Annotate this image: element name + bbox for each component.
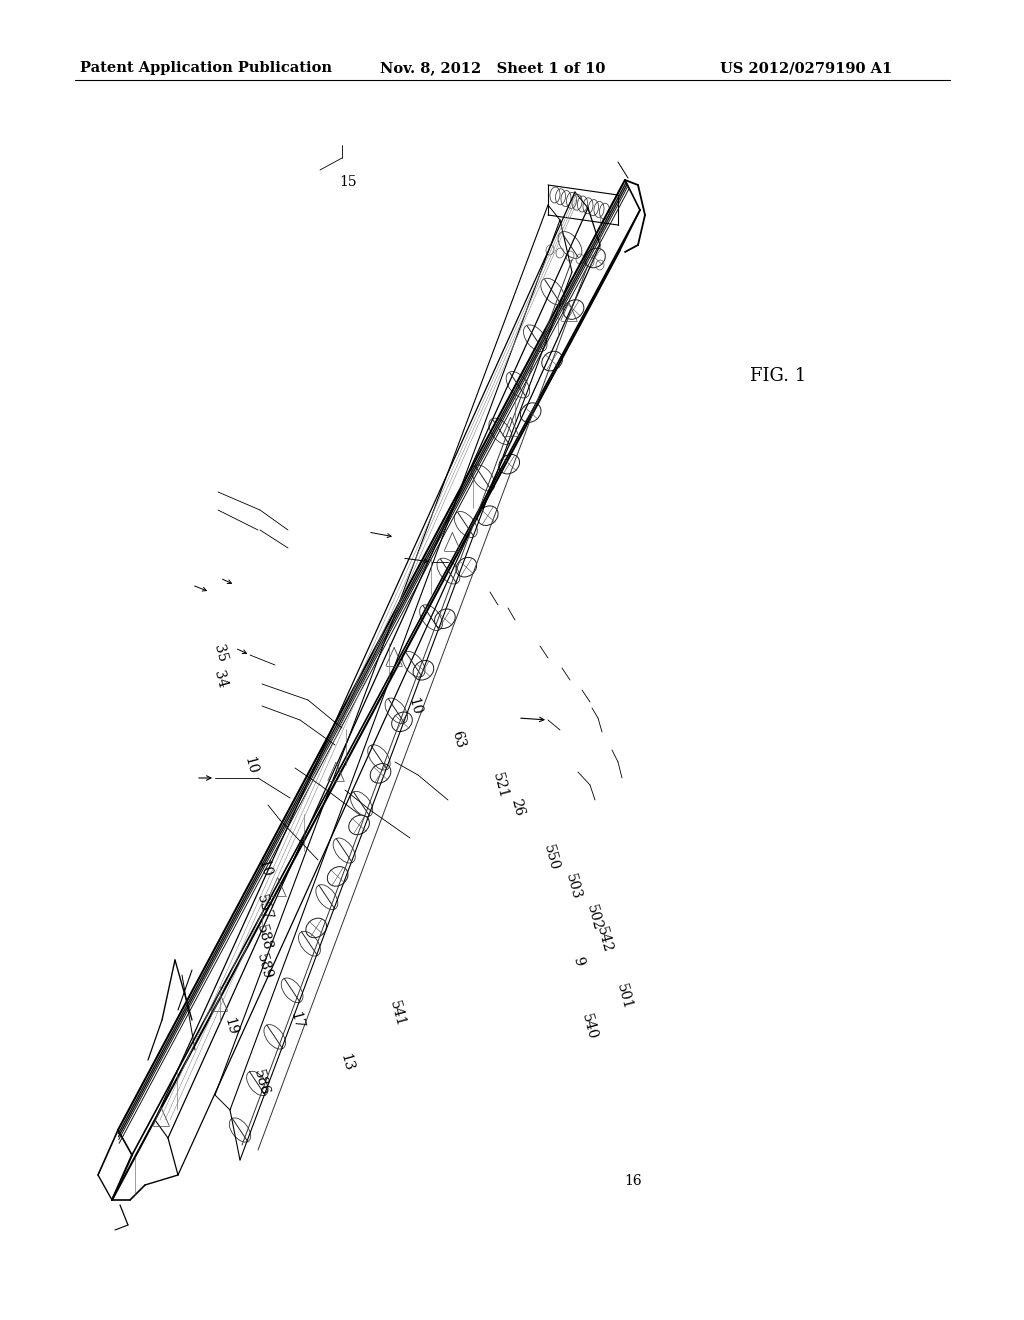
Text: 502: 502 [584,903,604,932]
Text: 550: 550 [541,843,561,873]
Text: Nov. 8, 2012   Sheet 1 of 10: Nov. 8, 2012 Sheet 1 of 10 [380,61,605,75]
Text: 557: 557 [254,894,274,923]
Text: 10: 10 [406,696,424,717]
Text: 588: 588 [254,923,274,952]
Text: 34: 34 [211,669,229,690]
Text: 15: 15 [339,176,357,189]
Text: US 2012/0279190 A1: US 2012/0279190 A1 [720,61,892,75]
Text: 63: 63 [450,729,468,750]
Text: FIG. 1: FIG. 1 [751,367,806,385]
Text: 589: 589 [254,952,274,981]
Text: 501: 501 [614,982,635,1011]
Text: 540: 540 [579,1012,599,1041]
Text: 10: 10 [242,755,260,776]
Text: 541: 541 [387,999,408,1028]
Text: 586: 586 [251,1068,271,1097]
Text: 13: 13 [337,1052,355,1073]
Text: 16: 16 [624,1175,642,1188]
Text: 542: 542 [594,925,614,954]
Text: 9: 9 [570,954,587,968]
Text: 503: 503 [563,873,584,902]
Text: 35: 35 [211,643,229,664]
Text: 26: 26 [508,797,526,818]
Text: Patent Application Publication: Patent Application Publication [80,61,332,75]
Text: 17: 17 [288,1010,306,1031]
Text: 521: 521 [489,771,510,800]
Text: 10: 10 [255,858,273,879]
Text: 19: 19 [221,1016,240,1038]
